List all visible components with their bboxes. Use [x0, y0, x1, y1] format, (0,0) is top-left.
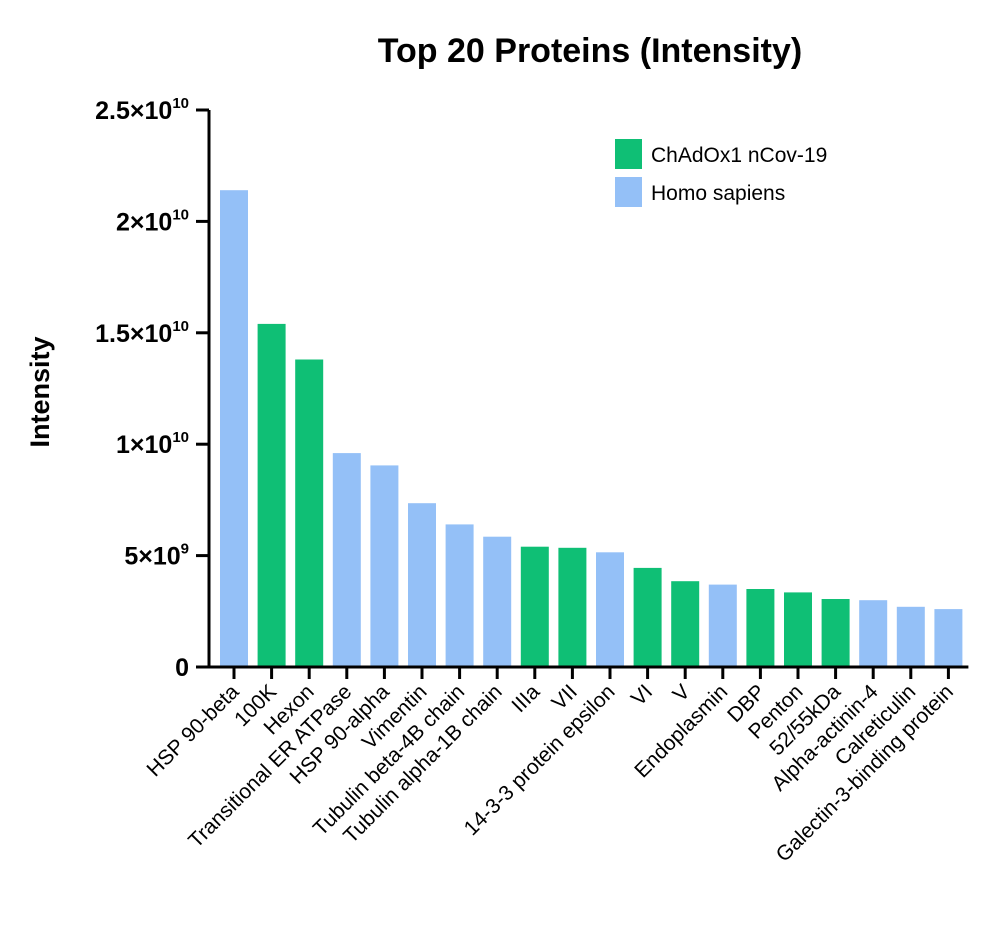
y-axis: 0 5×109 1×1010 1.5×1010 2×1010 2.5×1010	[95, 95, 211, 682]
bar-7	[445, 524, 474, 667]
bar-12	[633, 567, 662, 667]
legend-swatch	[615, 177, 642, 207]
bars	[220, 190, 963, 667]
bar-10	[558, 547, 587, 667]
x-tick-label: VI	[627, 680, 657, 710]
bar-18	[859, 600, 888, 667]
bar-19	[896, 606, 925, 667]
bar-1	[220, 190, 248, 667]
legend: ChAdOx1 nCov-19 Homo sapiens	[615, 139, 827, 207]
bar-2	[257, 323, 286, 667]
chart-title: Top 20 Proteins (Intensity)	[378, 32, 802, 70]
bar-17	[821, 599, 850, 667]
bar-11	[596, 552, 624, 667]
bar-4	[332, 453, 361, 667]
x-tick-label: HSP 90-beta	[143, 680, 244, 781]
bar-15	[746, 589, 775, 667]
y-tick-label: 1×1010	[116, 429, 189, 459]
bar-16	[784, 592, 812, 667]
bar-5	[370, 465, 399, 667]
y-tick-label: 5×109	[124, 541, 189, 571]
bar-20	[934, 609, 963, 667]
bar-8	[483, 536, 512, 667]
x-tick-label: V	[669, 680, 695, 706]
bar-14	[708, 584, 737, 667]
y-tick-label: 0	[175, 654, 189, 682]
x-tick-label: IIIa	[507, 680, 544, 717]
legend-label: Homo sapiens	[651, 182, 785, 205]
bar-3	[295, 359, 324, 667]
y-axis-label: Intensity	[25, 336, 55, 447]
legend-swatch	[615, 139, 642, 169]
y-tick-label: 2×1010	[116, 206, 189, 236]
y-tick-label: 1.5×1010	[95, 318, 189, 348]
legend-label: ChAdOx1 nCov-19	[651, 144, 827, 167]
y-tick-label: 2.5×1010	[95, 95, 189, 125]
bar-13	[671, 581, 700, 667]
bar-6	[408, 503, 436, 667]
bar-9	[520, 546, 549, 667]
